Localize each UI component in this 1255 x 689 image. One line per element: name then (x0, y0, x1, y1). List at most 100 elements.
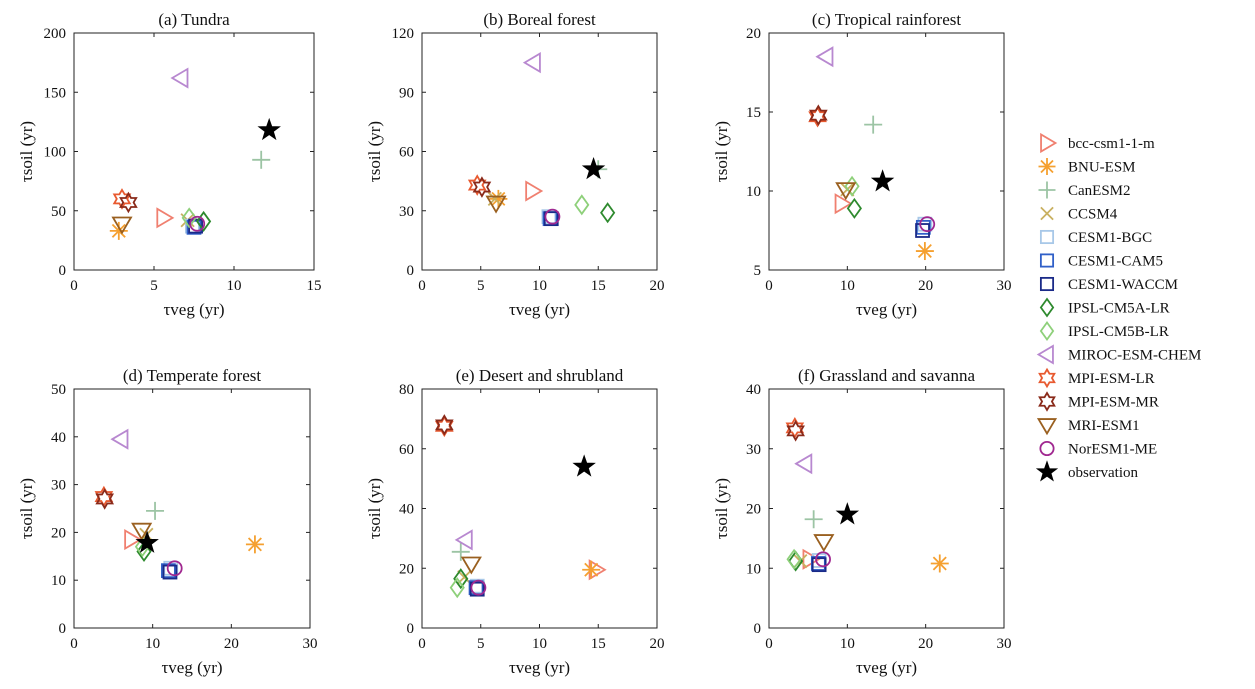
chart-legend: bcc-csm1-1-m BNU-ESM CanESM2 CCSM4 CESM1-BGC… (1035, 132, 1201, 482)
marker-miroc-esm-chem (522, 52, 541, 74)
marker-cesm1-waccm (1039, 276, 1055, 292)
legend-item-miroc-esm-chem: MIROC-ESM-CHEM (1036, 344, 1201, 365)
y-axis-label: τsoil (yr) (17, 121, 36, 182)
x-tick-label: 0 (418, 278, 426, 294)
legend-label: IPSL-CM5A-LR (1068, 301, 1170, 317)
panel-title: (e) Desert and shrubland (456, 366, 624, 385)
y-tick-label: 20 (746, 26, 761, 42)
legend-label: MRI-ESM1 (1068, 418, 1140, 434)
legend-item-observation: observation (1035, 460, 1138, 482)
panel-c-tropical-rainforest: 0 10 20 30 5 10 15 20 (c) Tropical rainforest τve… (712, 10, 1012, 319)
y-tick-label: 120 (392, 26, 415, 42)
x-tick-label: 30 (997, 636, 1012, 652)
legend-item-mpi-esm-lr: MPI-ESM-LR (1038, 367, 1155, 389)
y-tick-label: 50 (51, 382, 66, 398)
x-tick-label: 15 (591, 278, 606, 294)
y-tick-label: 50 (51, 204, 66, 220)
marker-miroc-esm-chem (454, 529, 473, 551)
marker-bnu-esm (1038, 158, 1056, 175)
marker-canesm2 (864, 115, 883, 134)
marker-noresm1-me (470, 579, 487, 596)
legend-item-ipsl-cm5a-lr: IPSL-CM5A-LR (1039, 297, 1170, 318)
x-tick-label: 10 (532, 636, 547, 652)
legend-item-cesm1-bgc: CESM1-BGC (1039, 229, 1152, 246)
marker-ipsl-cm5a-lr (600, 202, 616, 224)
panel-f-grassland-and-savanna: 0 10 20 30 0 10 20 30 40 (f) Grassland and savann… (712, 366, 1012, 677)
y-tick-label: 0 (59, 263, 67, 279)
x-tick-label: 20 (224, 636, 239, 652)
panel-d-temperate-forest: 0 10 20 30 0 10 20 30 40 50 (d) Temperate forest τv… (17, 366, 318, 677)
legend-item-bnu-esm: BNU-ESM (1038, 158, 1136, 176)
marker-mpi-esm-lr (1038, 367, 1056, 389)
x-axis-label: τveg (yr) (161, 658, 222, 677)
legend-item-mpi-esm-mr: MPI-ESM-MR (1038, 391, 1159, 412)
y-axis-label: τsoil (yr) (712, 121, 731, 182)
y-tick-label: 5 (754, 263, 762, 279)
panel-b-boreal-forest: 0 5 10 15 20 0 30 60 90 120 (b) Boreal forest τveg … (365, 10, 665, 319)
y-tick-label: 10 (746, 184, 761, 200)
marker-ipsl-cm5b-lr (786, 548, 802, 570)
plot-frame (768, 32, 1005, 271)
marker-bcc-csm1-1-m (834, 193, 853, 215)
plot-frame (73, 388, 311, 629)
panel-e-desert-and-shrubland: 0 5 10 15 20 0 20 40 60 80 (e) Desert and shrublan… (365, 366, 665, 677)
y-tick-label: 150 (44, 85, 67, 101)
x-axis-label: τveg (yr) (856, 300, 917, 319)
legend-label: BNU-ESM (1068, 160, 1136, 176)
data-points (467, 52, 616, 227)
legend-label: NorESM1-ME (1068, 442, 1157, 458)
y-axis-label: τsoil (yr) (17, 478, 36, 539)
legend-item-mri-esm1: MRI-ESM1 (1036, 418, 1140, 436)
y-tick-label: 0 (754, 621, 762, 637)
marker-mpi-esm-mr (472, 176, 492, 198)
marker-bnu-esm (109, 221, 128, 240)
y-tick-label: 100 (44, 145, 67, 161)
y-tick-label: 40 (746, 382, 761, 398)
marker-noresm1-me (544, 208, 561, 225)
marker-miroc-esm-chem (794, 453, 813, 475)
x-axis-label: τveg (yr) (509, 658, 570, 677)
legend-label: MPI-ESM-LR (1068, 371, 1155, 387)
panel-title: (f) Grassland and savanna (798, 366, 975, 385)
marker-cesm1-waccm (811, 557, 827, 573)
x-tick-label: 5 (477, 636, 485, 652)
y-tick-label: 90 (399, 85, 414, 101)
marker-mri-esm1 (485, 195, 507, 214)
y-tick-label: 0 (407, 621, 415, 637)
x-tick-label: 0 (418, 636, 426, 652)
x-tick-label: 20 (650, 278, 665, 294)
marker-miroc-esm-chem (815, 46, 834, 68)
y-tick-label: 20 (746, 502, 761, 518)
legend-item-cesm1-waccm: CESM1-WACCM (1039, 276, 1178, 293)
marker-mpi-esm-mr (119, 191, 138, 214)
x-tick-label: 20 (918, 278, 933, 294)
x-tick-label: 10 (227, 278, 242, 294)
marker-mri-esm1 (111, 216, 133, 235)
legend-item-bcc-csm1-1-m: bcc-csm1-1-m (1040, 132, 1155, 154)
marker-miroc-esm-chem (1036, 344, 1054, 365)
x-tick-label: 0 (765, 278, 773, 294)
panel-title: (a) Tundra (158, 10, 230, 29)
marker-ipsl-cm5a-lr (846, 197, 862, 219)
marker-noresm1-me (166, 560, 183, 577)
legend-item-canesm2: CanESM2 (1038, 181, 1131, 199)
marker-bcc-csm1-1-m (1040, 132, 1058, 154)
y-tick-label: 0 (59, 621, 67, 637)
plot-frame (768, 388, 1005, 629)
y-tick-label: 15 (746, 105, 761, 121)
marker-ccsm4 (1040, 206, 1054, 221)
marker-observation (135, 530, 159, 553)
x-tick-label: 0 (765, 636, 773, 652)
marker-noresm1-me (1039, 440, 1055, 457)
x-tick-label: 10 (532, 278, 547, 294)
y-tick-label: 60 (399, 442, 414, 458)
y-tick-label: 200 (44, 26, 67, 42)
marker-noresm1-me (815, 551, 831, 568)
legend-item-ccsm4: CCSM4 (1040, 206, 1118, 223)
data-points (808, 46, 936, 261)
legend-label: CESM1-WACCM (1068, 277, 1178, 293)
y-tick-label: 10 (51, 573, 66, 589)
y-axis-label: τsoil (yr) (365, 121, 384, 182)
